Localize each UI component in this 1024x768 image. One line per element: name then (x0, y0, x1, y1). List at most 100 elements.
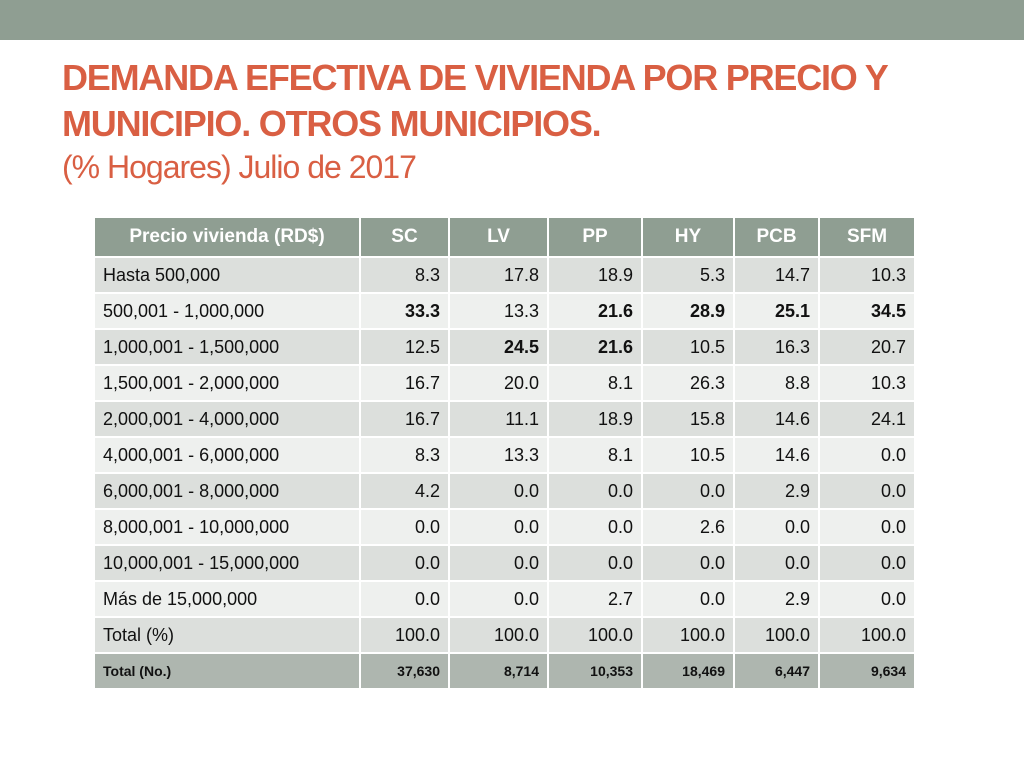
cell-hy: 10.5 (641, 328, 735, 366)
cell-sc: 4.2 (359, 472, 450, 510)
row-label: 500,001 - 1,000,000 (93, 292, 361, 330)
cell-lv: 13.3 (448, 292, 549, 330)
cell-pp: 18.9 (547, 400, 643, 438)
row-label: 10,000,001 - 15,000,000 (93, 544, 361, 582)
cell-hy: 15.8 (641, 400, 735, 438)
header-sfm: SFM (818, 216, 916, 258)
total-count-row: Total (No.) 37,630 8,714 10,353 18,469 6… (93, 652, 916, 690)
table-row: Hasta 500,000 8.3 17.8 18.9 5.3 14.7 10.… (93, 256, 916, 294)
cell-pcb: 25.1 (733, 292, 820, 330)
cell-lv: 8,714 (448, 652, 549, 690)
slide-title: DEMANDA EFECTIVA DE VIVIENDA POR PRECIO … (62, 55, 992, 187)
cell-pp: 21.6 (547, 292, 643, 330)
cell-pcb: 16.3 (733, 328, 820, 366)
cell-lv: 0.0 (448, 544, 549, 582)
cell-lv: 20.0 (448, 364, 549, 402)
cell-lv: 0.0 (448, 580, 549, 618)
cell-pp: 0.0 (547, 544, 643, 582)
header-pp: PP (547, 216, 643, 258)
cell-sc: 16.7 (359, 400, 450, 438)
cell-pcb: 6,447 (733, 652, 820, 690)
cell-sc: 0.0 (359, 580, 450, 618)
row-label: 4,000,001 - 6,000,000 (93, 436, 361, 474)
cell-sc: 0.0 (359, 544, 450, 582)
table-header-row: Precio vivienda (RD$) SC LV PP HY PCB SF… (93, 216, 916, 258)
cell-sc: 37,630 (359, 652, 450, 690)
cell-pcb: 2.9 (733, 472, 820, 510)
cell-sc: 8.3 (359, 256, 450, 294)
header-sc: SC (359, 216, 450, 258)
cell-sfm: 10.3 (818, 364, 916, 402)
top-band (0, 0, 1024, 40)
table-row: 6,000,001 - 8,000,000 4.2 0.0 0.0 0.0 2.… (93, 472, 916, 510)
cell-sfm: 24.1 (818, 400, 916, 438)
table-row: Más de 15,000,000 0.0 0.0 2.7 0.0 2.9 0.… (93, 580, 916, 618)
row-label: Total (%) (93, 616, 361, 654)
cell-pp: 10,353 (547, 652, 643, 690)
cell-sc: 16.7 (359, 364, 450, 402)
cell-lv: 11.1 (448, 400, 549, 438)
cell-pcb: 0.0 (733, 544, 820, 582)
cell-hy: 10.5 (641, 436, 735, 474)
title-line-2: MUNICIPIO. OTROS MUNICIPIOS. (62, 103, 602, 144)
cell-lv: 100.0 (448, 616, 549, 654)
cell-pcb: 100.0 (733, 616, 820, 654)
cell-hy: 0.0 (641, 544, 735, 582)
cell-hy: 0.0 (641, 580, 735, 618)
cell-sfm: 100.0 (818, 616, 916, 654)
cell-pcb: 8.8 (733, 364, 820, 402)
cell-lv: 24.5 (448, 328, 549, 366)
cell-pcb: 14.7 (733, 256, 820, 294)
cell-hy: 18,469 (641, 652, 735, 690)
cell-sfm: 0.0 (818, 508, 916, 546)
cell-pp: 21.6 (547, 328, 643, 366)
title-line-1: DEMANDA EFECTIVA DE VIVIENDA POR PRECIO … (62, 57, 889, 98)
header-lv: LV (448, 216, 549, 258)
row-label: 1,500,001 - 2,000,000 (93, 364, 361, 402)
cell-hy: 100.0 (641, 616, 735, 654)
header-pcb: PCB (733, 216, 820, 258)
cell-lv: 17.8 (448, 256, 549, 294)
cell-pcb: 14.6 (733, 400, 820, 438)
cell-pcb: 0.0 (733, 508, 820, 546)
row-label: Más de 15,000,000 (93, 580, 361, 618)
cell-pcb: 2.9 (733, 580, 820, 618)
header-price: Precio vivienda (RD$) (93, 216, 361, 258)
cell-sfm: 20.7 (818, 328, 916, 366)
cell-sc: 100.0 (359, 616, 450, 654)
table-row: 1,500,001 - 2,000,000 16.7 20.0 8.1 26.3… (93, 364, 916, 402)
row-label: 8,000,001 - 10,000,000 (93, 508, 361, 546)
cell-sfm: 0.0 (818, 544, 916, 582)
table-row: 500,001 - 1,000,000 33.3 13.3 21.6 28.9 … (93, 292, 916, 330)
row-label: Total (No.) (93, 652, 361, 690)
cell-pp: 100.0 (547, 616, 643, 654)
table-row: 8,000,001 - 10,000,000 0.0 0.0 0.0 2.6 0… (93, 508, 916, 546)
cell-hy: 26.3 (641, 364, 735, 402)
cell-pcb: 14.6 (733, 436, 820, 474)
cell-lv: 13.3 (448, 436, 549, 474)
cell-pp: 0.0 (547, 472, 643, 510)
table-row: 10,000,001 - 15,000,000 0.0 0.0 0.0 0.0 … (93, 544, 916, 582)
cell-pp: 2.7 (547, 580, 643, 618)
table-row: 1,000,001 - 1,500,000 12.5 24.5 21.6 10.… (93, 328, 916, 366)
row-label: 2,000,001 - 4,000,000 (93, 400, 361, 438)
cell-pp: 0.0 (547, 508, 643, 546)
cell-sc: 12.5 (359, 328, 450, 366)
cell-hy: 0.0 (641, 472, 735, 510)
cell-sfm: 34.5 (818, 292, 916, 330)
row-label: 1,000,001 - 1,500,000 (93, 328, 361, 366)
cell-hy: 28.9 (641, 292, 735, 330)
cell-sc: 33.3 (359, 292, 450, 330)
total-percent-row: Total (%) 100.0 100.0 100.0 100.0 100.0 … (93, 616, 916, 654)
table-row: 2,000,001 - 4,000,000 16.7 11.1 18.9 15.… (93, 400, 916, 438)
header-hy: HY (641, 216, 735, 258)
row-label: 6,000,001 - 8,000,000 (93, 472, 361, 510)
cell-hy: 2.6 (641, 508, 735, 546)
cell-pp: 18.9 (547, 256, 643, 294)
slide-subtitle: (% Hogares) Julio de 2017 (62, 149, 417, 185)
cell-pp: 8.1 (547, 364, 643, 402)
cell-lv: 0.0 (448, 508, 549, 546)
cell-sc: 8.3 (359, 436, 450, 474)
cell-sfm: 10.3 (818, 256, 916, 294)
cell-lv: 0.0 (448, 472, 549, 510)
